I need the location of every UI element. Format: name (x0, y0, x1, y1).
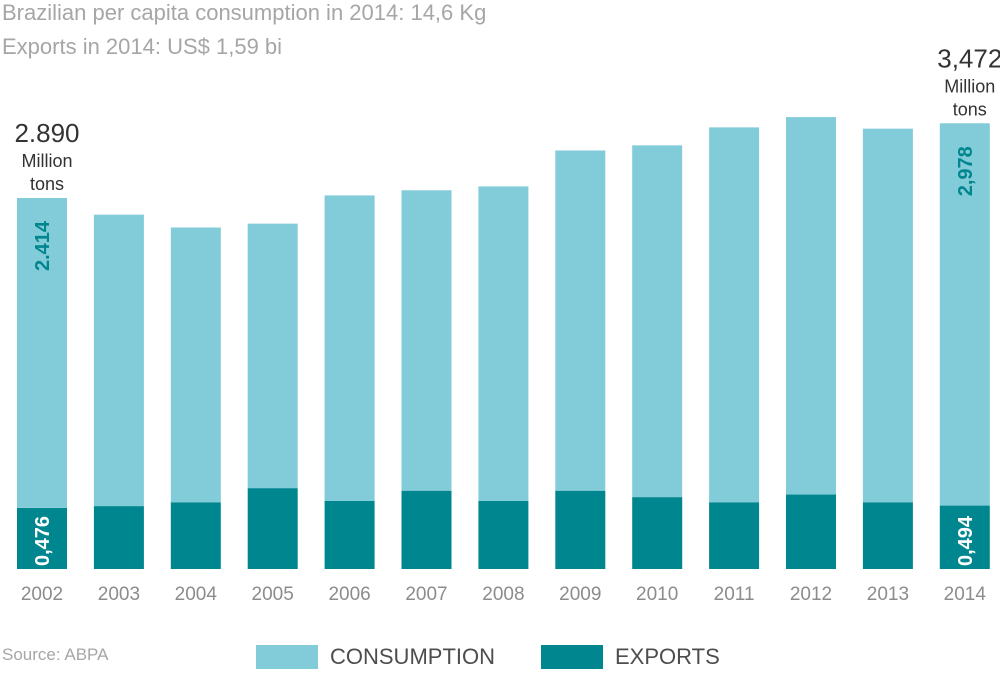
bar-exports-2014 (939, 505, 990, 569)
x-tick-label-2012: 2012 (790, 584, 832, 605)
x-tick-label-2009: 2009 (559, 584, 601, 605)
total-value-2014: 3,472 (937, 43, 1000, 73)
total-unit-line1-2014: Million (944, 76, 995, 96)
x-tick-label-2005: 2005 (252, 584, 294, 605)
bar-consumption-2014 (939, 123, 990, 506)
x-tick-label-2010: 2010 (636, 584, 678, 605)
legend-label-exports: EXPORTS (615, 644, 720, 669)
legend-item-consumption: CONSUMPTION (256, 644, 495, 670)
chart-subtitle-consumption: Brazilian per capita consumption in 2014… (2, 0, 487, 25)
legend-swatch-exports (541, 645, 603, 669)
stacked-bar-chart: 2002 2003 2004 2005 2006 2007 2008 2009 2010 2011… (14, 43, 1000, 605)
bar-exports-2009 (555, 490, 606, 569)
x-tick-label-2014: 2014 (944, 584, 987, 605)
bar-exports-2005 (247, 488, 298, 569)
legend-swatch-consumption (256, 645, 318, 669)
bar-consumption-2008 (478, 186, 529, 501)
bar-consumption-2004 (170, 227, 221, 503)
legend-item-exports: EXPORTS (541, 644, 720, 670)
x-tick-label-2006: 2006 (328, 584, 370, 605)
segment-label-consumption-2002: 2.414 (32, 220, 54, 271)
bar-consumption-2012 (786, 117, 836, 495)
bar-exports-2011 (709, 502, 760, 569)
chart-subtitle-exports: Exports in 2014: US$ 1,59 bi (2, 34, 283, 59)
bar-consumption-2013 (862, 128, 913, 503)
x-tick-label-2002: 2002 (21, 584, 63, 605)
total-value-2002: 2.890 (14, 118, 79, 148)
segment-label-exports-2002: 0,476 (32, 516, 54, 566)
total-unit-line2-2014: tons (953, 99, 987, 119)
total-unit-line1-2002: Million (21, 151, 72, 171)
bar-consumption-2003 (93, 214, 144, 507)
bar-exports-2013 (862, 502, 913, 569)
bar-consumption-2005 (247, 223, 298, 489)
x-tick-label-2007: 2007 (405, 584, 447, 605)
segment-label-consumption-2014: 2,978 (955, 146, 977, 196)
bar-consumption-2009 (555, 150, 606, 491)
bar-consumption-2006 (324, 195, 375, 501)
bar-exports-2002 (17, 507, 67, 569)
segment-label-exports-2014: 0,494 (955, 515, 977, 566)
x-tick-label-2003: 2003 (98, 584, 140, 605)
x-tick-label-2013: 2013 (867, 584, 909, 605)
bar-consumption-2002 (17, 197, 67, 508)
bar-consumption-2010 (632, 145, 683, 498)
bar-exports-2007 (401, 490, 452, 569)
bar-exports-2012 (786, 494, 836, 569)
bar-exports-2006 (324, 500, 375, 569)
x-tick-label-2011: 2011 (714, 584, 755, 605)
bar-exports-2003 (93, 506, 144, 569)
bar-exports-2008 (478, 500, 529, 569)
legend-label-consumption: CONSUMPTION (330, 644, 495, 669)
bar-exports-2010 (632, 497, 683, 569)
x-tick-label-2008: 2008 (482, 584, 524, 605)
x-tick-label-2004: 2004 (175, 584, 218, 605)
bar-consumption-2007 (401, 190, 452, 491)
bar-exports-2004 (170, 502, 221, 569)
total-unit-line2-2002: tons (30, 174, 64, 194)
source-note: Source: ABPA (2, 645, 109, 664)
bar-consumption-2011 (709, 127, 760, 503)
